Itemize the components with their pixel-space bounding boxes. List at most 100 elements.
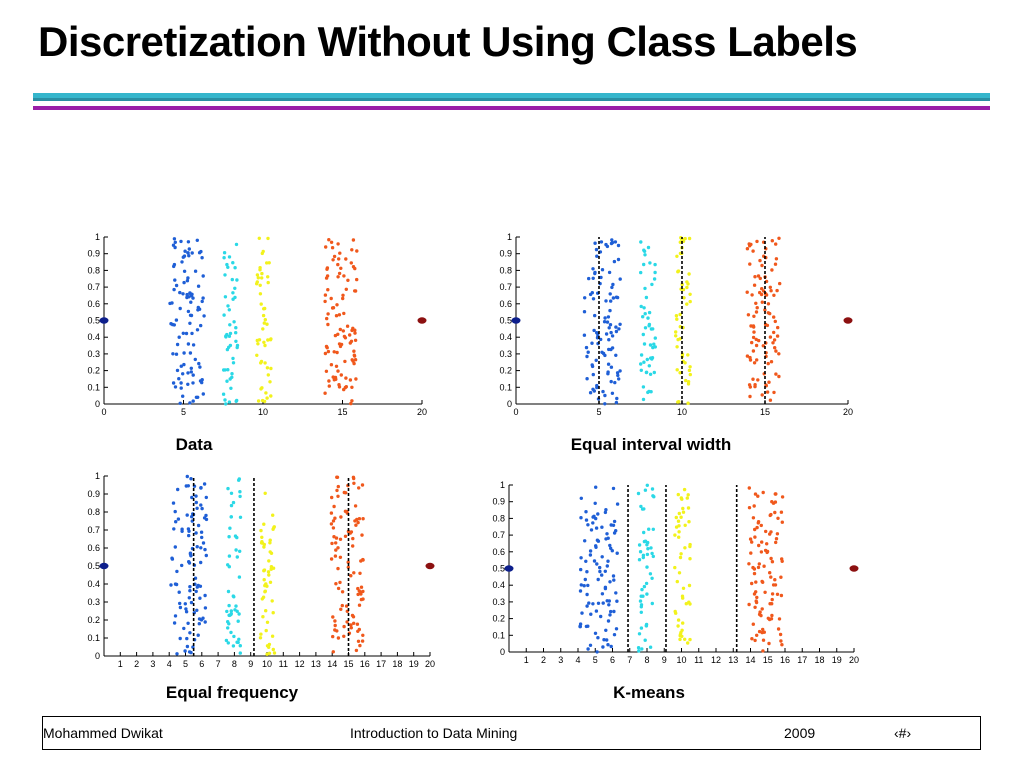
data-point-cluster-4: [350, 248, 354, 252]
data-point-cluster-1: [614, 529, 618, 533]
data-point-cluster-4: [360, 483, 365, 487]
slide-title: Discretization Without Using Class Label…: [38, 18, 858, 65]
data-point-cluster-1: [182, 362, 186, 367]
data-point-cluster-1: [605, 244, 610, 249]
data-point-cluster-4: [773, 262, 778, 266]
data-point-cluster-4: [342, 311, 346, 316]
data-point-cluster-3: [676, 618, 681, 622]
data-point-cluster-4: [359, 585, 364, 589]
data-point-cluster-2: [642, 342, 647, 346]
data-point-cluster-1: [171, 501, 176, 505]
data-point-cluster-4: [342, 274, 346, 278]
data-point-cluster-3: [255, 282, 259, 286]
data-point-cluster-3: [673, 533, 677, 537]
data-point-cluster-2: [229, 630, 233, 635]
data-point-cluster-2: [234, 331, 238, 335]
x-tick-label: 15: [763, 655, 773, 665]
data-point-cluster-4: [351, 238, 356, 242]
data-point-cluster-1: [183, 602, 187, 606]
data-point-cluster-4: [341, 329, 345, 333]
data-point-cluster-1: [592, 559, 597, 563]
data-point-cluster-2: [237, 612, 241, 616]
data-point-cluster-1: [174, 520, 178, 524]
data-point-cluster-4: [752, 504, 756, 508]
data-point-cluster-2: [227, 255, 232, 259]
data-point-cluster-3: [262, 578, 266, 582]
data-point-cluster-1: [601, 389, 605, 394]
data-point-cluster-4: [750, 637, 754, 641]
data-point-cluster-4: [765, 550, 769, 555]
data-point-cluster-2: [637, 543, 642, 547]
data-point-cluster-4: [357, 486, 361, 490]
data-point-cluster-4: [772, 315, 776, 319]
data-point-cluster-1: [184, 610, 189, 614]
data-point-cluster-1: [177, 335, 181, 339]
caption-equal-frequency: Equal frequency: [165, 683, 299, 702]
data-point-cluster-3: [263, 583, 267, 588]
data-point-cluster-3: [261, 615, 265, 619]
data-point-cluster-1: [190, 331, 194, 336]
data-point-cluster-1: [614, 627, 619, 631]
data-point-cluster-3: [675, 579, 679, 584]
data-point-cluster-4: [753, 605, 757, 609]
data-point-cluster-1: [199, 323, 203, 328]
data-point-cluster-1: [605, 638, 609, 642]
data-point-cluster-1: [599, 240, 604, 244]
data-point-cluster-1: [199, 560, 203, 565]
data-point-cluster-4: [323, 351, 328, 356]
data-point-cluster-3: [255, 338, 259, 343]
data-point-cluster-1: [595, 254, 599, 258]
data-point-cluster-2: [227, 554, 232, 558]
data-point-cluster-4: [747, 602, 751, 607]
data-point-cluster-4: [335, 350, 339, 355]
data-point-cluster-4: [339, 607, 343, 611]
data-point-cluster-4: [773, 510, 777, 515]
data-point-cluster-1: [178, 306, 182, 311]
data-point-cluster-4: [773, 583, 778, 587]
data-point-cluster-3: [685, 302, 689, 306]
data-point-cluster-1: [609, 609, 613, 614]
data-point-cluster-3: [267, 651, 272, 655]
data-point-cluster-3: [686, 641, 690, 645]
data-point-cluster-4: [756, 494, 760, 498]
data-point-cluster-2: [222, 368, 226, 372]
data-point-cluster-4: [326, 322, 330, 327]
data-point-cluster-1: [187, 560, 191, 564]
data-point-cluster-2: [232, 634, 236, 639]
data-point-cluster-2: [238, 515, 243, 519]
data-point-cluster-1: [202, 482, 207, 486]
data-point-cluster-3: [255, 273, 260, 277]
x-tick-label: 17: [376, 659, 386, 669]
data-point-cluster-2: [230, 372, 234, 376]
data-point-cluster-1: [592, 328, 596, 333]
data-point-cluster-4: [774, 242, 778, 246]
data-point-cluster-3: [680, 634, 684, 638]
data-point-cluster-4: [353, 338, 358, 342]
data-point-cluster-1: [186, 371, 190, 375]
x-tick-label: 1: [524, 655, 529, 665]
data-point-cluster-2: [228, 331, 233, 336]
y-tick-label: 0: [95, 651, 100, 661]
data-point-cluster-4: [326, 288, 330, 292]
data-point-cluster-1: [610, 346, 615, 350]
data-point-cluster-1: [596, 636, 600, 640]
data-point-cluster-3: [688, 557, 692, 561]
data-point-cluster-3: [687, 272, 691, 276]
data-point-cluster-1: [595, 383, 599, 388]
data-point-cluster-4: [755, 525, 759, 530]
data-point-cluster-1: [188, 321, 192, 325]
data-point-cluster-2: [238, 490, 242, 494]
data-point-cluster-1: [169, 322, 173, 326]
data-point-cluster-1: [583, 577, 587, 582]
data-point-cluster-1: [603, 316, 607, 320]
data-point-cluster-2: [637, 558, 642, 562]
data-point-cluster-3: [263, 318, 267, 322]
data-point-cluster-1: [587, 276, 591, 281]
y-tick-label: 0.2: [492, 614, 505, 624]
data-point-cluster-4: [357, 603, 362, 607]
data-point-cluster-1: [591, 515, 595, 519]
data-point-cluster-1: [606, 370, 610, 374]
data-point-cluster-1: [190, 495, 194, 500]
data-point-cluster-1: [605, 564, 609, 568]
data-point-cluster-2: [653, 270, 657, 275]
